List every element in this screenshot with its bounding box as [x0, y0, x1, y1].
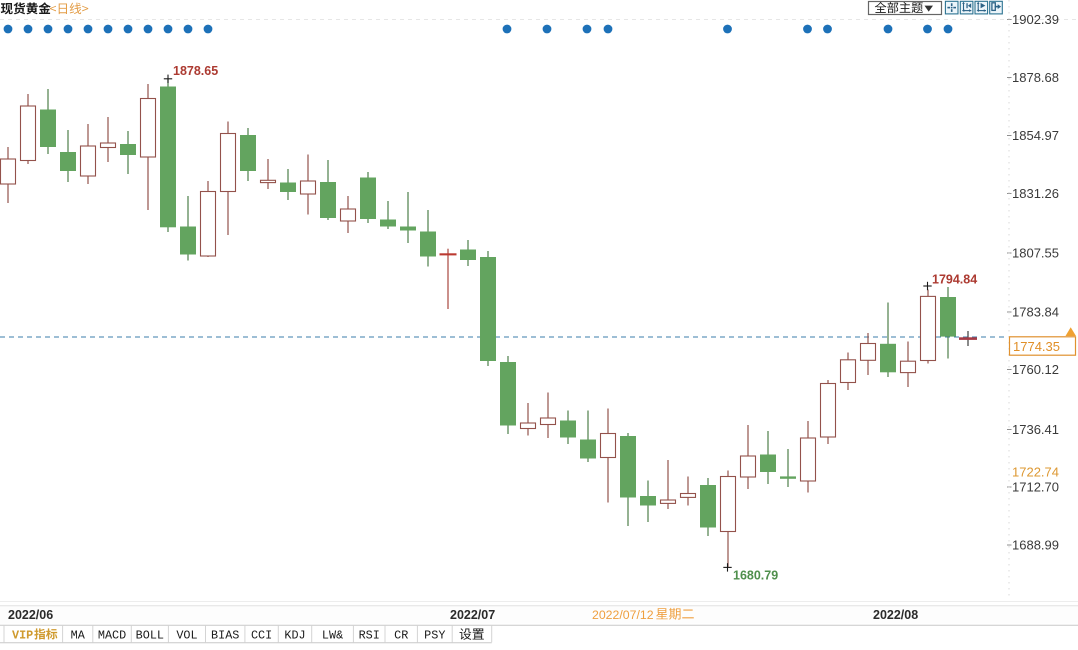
- svg-text:LW&: LW&: [322, 628, 343, 642]
- svg-text:1854.97: 1854.97: [1012, 128, 1059, 143]
- svg-text:2022/07: 2022/07: [450, 608, 495, 622]
- svg-text:1831.26: 1831.26: [1012, 186, 1059, 201]
- svg-text:VOL: VOL: [176, 628, 197, 642]
- svg-text:CR: CR: [394, 628, 408, 642]
- svg-text:1794.84: 1794.84: [932, 273, 977, 287]
- svg-text:2022/08: 2022/08: [873, 608, 918, 622]
- svg-text:1680.79: 1680.79: [733, 569, 778, 583]
- svg-text:1712.70: 1712.70: [1012, 480, 1059, 495]
- svg-text:1736.41: 1736.41: [1012, 422, 1059, 437]
- svg-text:MACD: MACD: [98, 628, 126, 642]
- svg-text:1688.99: 1688.99: [1012, 538, 1059, 553]
- svg-text:BOLL: BOLL: [136, 628, 164, 642]
- svg-text:CCI: CCI: [251, 628, 272, 642]
- svg-text:1902.39: 1902.39: [1012, 12, 1059, 27]
- svg-text:BIAS: BIAS: [211, 628, 239, 642]
- svg-text:2022/07/12: 2022/07/12: [592, 608, 654, 622]
- svg-text:1783.84: 1783.84: [1012, 305, 1059, 320]
- svg-text:VIP: VIP: [12, 628, 33, 642]
- svg-text:KDJ: KDJ: [284, 628, 305, 642]
- svg-text:1878.65: 1878.65: [173, 64, 218, 78]
- svg-text:PSY: PSY: [424, 628, 445, 642]
- svg-text:1760.12: 1760.12: [1012, 362, 1059, 377]
- svg-text:1774.35: 1774.35: [1013, 339, 1060, 354]
- svg-text:1807.55: 1807.55: [1012, 246, 1059, 261]
- svg-text:1878.68: 1878.68: [1012, 70, 1059, 85]
- svg-text:2022/06: 2022/06: [8, 608, 53, 622]
- svg-text:MA: MA: [71, 628, 86, 642]
- svg-text:RSI: RSI: [359, 628, 380, 642]
- svg-text:1722.74: 1722.74: [1012, 465, 1059, 480]
